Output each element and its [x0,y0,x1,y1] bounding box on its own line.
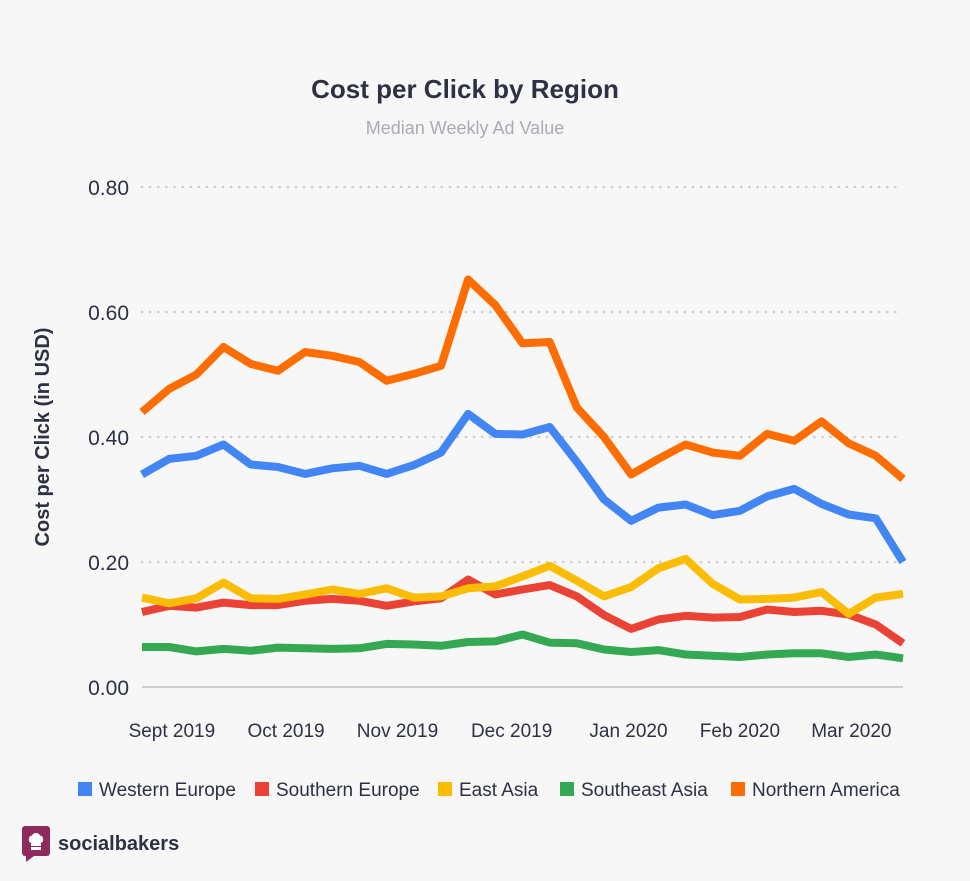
x-tick-labels: Sept 2019 Oct 2019 Nov 2019 Dec 2019 Jan 202… [129,721,892,742]
y-axis-label: Cost per Click (in USD) [32,328,54,547]
legend-swatch [438,782,452,796]
legend-item: East Asia [438,780,539,801]
legend-label: East Asia [459,780,539,801]
legend-item: Southern Europe [255,780,420,801]
chart-title: Cost per Click by Region [311,74,619,104]
x-tick-label: Sept 2019 [129,721,216,742]
legend: Western Europe Southern Europe East Asia So… [78,780,900,801]
chart-subtitle: Median Weekly Ad Value [366,118,564,138]
x-tick-label: Mar 2020 [811,721,891,742]
legend-item: Western Europe [78,780,236,801]
legend-item: Southeast Asia [560,780,708,801]
legend-swatch [731,782,745,796]
legend-swatch [560,782,574,796]
legend-label: Southern Europe [276,780,420,801]
x-tick-label: Feb 2020 [700,721,780,742]
x-tick-label: Oct 2019 [247,721,324,742]
series-line-southern-europe [141,575,906,647]
legend-label: Southeast Asia [581,780,708,801]
y-tick-label: 0.20 [88,552,129,575]
y-tick-labels: 0.00 0.20 0.40 0.60 0.80 [88,177,129,700]
series-lines [139,275,907,663]
y-tick-label: 0.60 [88,302,129,325]
legend-item: Northern America [731,780,900,801]
legend-swatch [255,782,269,796]
series-line-southeast-asia [142,630,904,663]
legend-swatch [78,782,92,796]
x-tick-label: Jan 2020 [589,721,667,742]
legend-label: Northern America [752,780,900,801]
series-line-northern-america [139,275,906,482]
x-tick-label: Nov 2019 [357,721,438,742]
y-tick-label: 0.80 [88,177,129,200]
y-tick-label: 0.00 [88,677,129,700]
brand-logo: socialbakers [22,826,179,862]
brand-name: socialbakers [58,832,180,855]
chef-hat-icon [22,826,50,862]
series-line-east-asia [141,554,904,618]
x-tick-label: Dec 2019 [471,721,552,742]
y-tick-label: 0.40 [88,427,129,450]
legend-label: Western Europe [99,780,236,801]
series-line-western-europe [140,409,907,565]
